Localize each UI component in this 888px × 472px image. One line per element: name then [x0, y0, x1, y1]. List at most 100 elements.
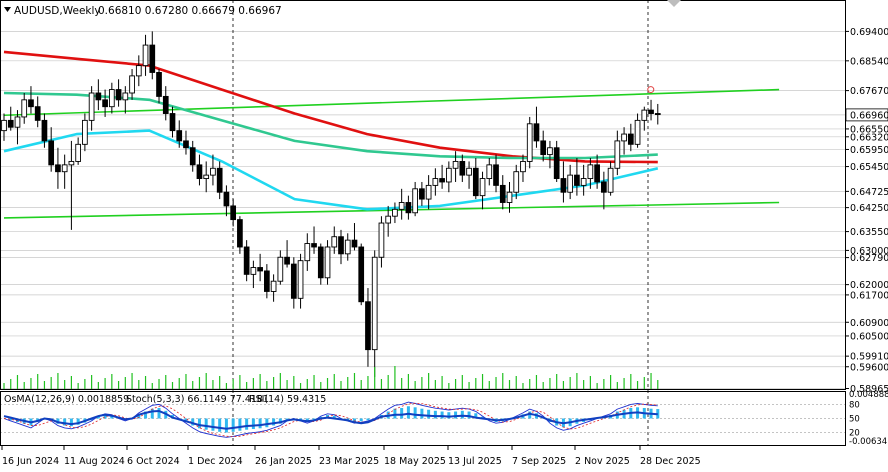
candle-body: [284, 256, 290, 265]
time-axis-label: 16 Jun 2024: [2, 456, 59, 467]
candle-body: [264, 270, 270, 292]
time-axis-label: 7 Sep 2025: [512, 456, 566, 467]
time-axis-label: 1 Dec 2024: [188, 456, 243, 467]
price-marker-circle: [647, 86, 655, 94]
candle-body: [135, 65, 142, 77]
indicator-pane-border: [0, 391, 846, 446]
candle-body: [466, 167, 472, 176]
price-axis-label: 0.61700: [850, 290, 888, 301]
candle-body: [553, 147, 560, 179]
candle-body: [142, 44, 149, 67]
candle-body: [445, 167, 452, 183]
candles: [1, 31, 661, 378]
time-axis-label: 11 Aug 2024: [64, 456, 125, 467]
candle-body: [547, 147, 553, 156]
candle-body: [21, 99, 28, 118]
candle-body: [425, 184, 432, 200]
indicator-axis-label: 80: [849, 400, 860, 410]
candle-body: [607, 167, 614, 193]
price-axis-label: 0.63550: [850, 227, 888, 238]
candle-body: [108, 89, 115, 108]
candle-body: [614, 140, 621, 169]
candle-body: [88, 92, 95, 121]
candle-body: [169, 113, 176, 132]
candle-body: [257, 267, 263, 272]
candle-body: [506, 191, 513, 203]
candle-body: [601, 181, 607, 193]
dropdown-triangle-icon[interactable]: [4, 7, 11, 12]
candle-body: [102, 99, 108, 108]
candle-body: [189, 147, 196, 166]
candle-body: [1, 119, 7, 132]
candle-body: [486, 164, 493, 179]
price-axis-label: 0.65450: [850, 162, 888, 173]
candle-body: [55, 164, 61, 173]
price-axis-label: 0.69400: [850, 27, 888, 38]
candle-body: [634, 119, 641, 145]
candle-body: [641, 109, 648, 121]
trend-lines: [3, 88, 780, 219]
candle-body: [567, 174, 574, 193]
candle-body: [654, 113, 661, 116]
candle-body: [68, 160, 75, 166]
time-axis-label: 13 Jul 2025: [448, 456, 502, 467]
candle-body: [520, 160, 526, 173]
candle-body: [61, 164, 68, 173]
candle-body: [392, 208, 398, 217]
candle-body: [237, 219, 243, 248]
candle-body: [594, 164, 600, 183]
time-axis-label: 18 May 2025: [384, 456, 446, 467]
candle-body: [398, 202, 405, 210]
time-axis-label: 26 Jan 2025: [255, 456, 312, 467]
candle-body: [432, 178, 439, 186]
time-axis-label: 28 Dec 2025: [640, 456, 701, 467]
candle-body: [560, 178, 567, 193]
candle-body: [533, 123, 540, 142]
candle-body: [365, 301, 371, 351]
candle-body: [499, 184, 506, 203]
grid: [0, 31, 845, 389]
main-pane-border: [0, 0, 846, 390]
candle-body: [82, 119, 88, 145]
candle-body: [223, 191, 230, 207]
time-axis-label: 23 Mar 2025: [319, 456, 379, 467]
rsi-line: [3, 409, 658, 430]
stoch-label: Stoch(5,3,3) 66.1149 77.4181: [126, 394, 269, 405]
candle-body: [412, 188, 418, 214]
candle-body: [41, 119, 48, 142]
candle-body: [580, 178, 587, 186]
price-axis-label: 0.62000: [850, 280, 888, 291]
price-axis-label: 0.68540: [850, 56, 888, 67]
candle-body: [452, 160, 459, 169]
moving-average-line: [3, 129, 659, 211]
candle-body: [311, 243, 317, 248]
price-axis-label: 0.66550: [850, 124, 888, 135]
candle-body: [526, 123, 533, 162]
price-axis-label: 0.62790: [850, 253, 888, 264]
moving-average-line: [3, 91, 658, 160]
price-axis-label: 0.60900: [850, 318, 888, 329]
candle-body: [574, 174, 580, 186]
chart-header: AUDUSD,Weekly 0.66810 0.67280 0.66679 0.…: [4, 5, 282, 17]
candle-body: [183, 140, 189, 149]
candle-body: [230, 205, 237, 221]
candle-body: [587, 164, 594, 179]
indicator-axis-label: 50: [849, 415, 860, 425]
candle-body: [243, 246, 250, 275]
session-separators: [232, 0, 649, 446]
candle-body: [351, 239, 358, 248]
scroll-shift-marker-icon[interactable]: [667, 0, 681, 7]
price-axis-label: 0.67670: [850, 86, 888, 97]
candle-body: [385, 215, 392, 224]
time-axis-label: 2 Nov 2025: [575, 456, 630, 467]
indicator-axis-label: 0.004888: [849, 390, 888, 400]
candle-body: [95, 92, 102, 101]
candle-body: [14, 116, 21, 128]
price-axis-label: 0.59600: [850, 362, 888, 373]
time-axis-label: 6 Oct 2024: [127, 456, 180, 467]
indicator-axis-label: 20: [849, 429, 860, 439]
candle-body: [203, 174, 210, 179]
price-axis-label: 0.59910: [850, 352, 888, 363]
